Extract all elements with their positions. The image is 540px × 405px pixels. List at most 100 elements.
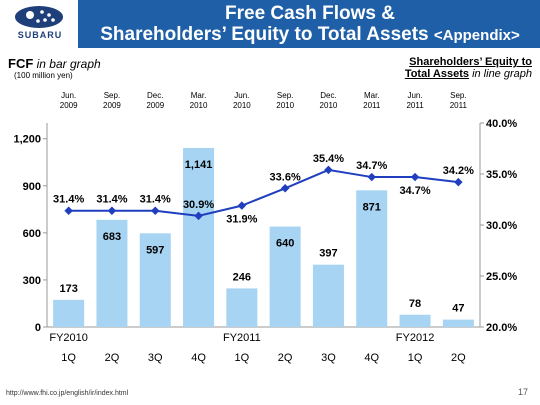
fcf-bar-label: 871 <box>363 201 381 213</box>
period-label-year: 2010 <box>233 101 251 110</box>
left-tick-label: 300 <box>23 275 41 287</box>
x-axis-labels: FY2010 FY2011 FY2012 1Q 2Q 3Q 4Q 1Q 2Q 3Q 4Q 1Q 2Q <box>49 332 466 364</box>
equity-ratio-point <box>280 184 290 193</box>
fcf-bar <box>399 314 431 327</box>
equity-ratio-line <box>68 168 459 217</box>
fcf-bar <box>269 226 301 327</box>
fcf-bar-label: 47 <box>452 303 464 315</box>
quarter-label: 2Q <box>105 352 120 364</box>
fcf-bar <box>356 190 388 327</box>
bar-labels: 173 683 597 1,141 246 640 397 871 78 47 <box>59 159 464 315</box>
right-tick-label: 40.0% <box>486 118 517 130</box>
fcf-title: FCF <box>8 56 34 71</box>
period-label-month: Dec. <box>147 91 163 100</box>
fcf-bar <box>53 299 85 327</box>
fcf-bar <box>312 264 344 327</box>
fcf-bar-label: 173 <box>59 283 77 295</box>
logo-text: SUBARU <box>17 30 63 40</box>
equity-ratio-label: 31.4% <box>140 194 171 206</box>
equity-ratio-label: 31.4% <box>96 194 127 206</box>
period-label-month: Mar. <box>191 91 207 100</box>
equity-ratio-point <box>324 165 333 175</box>
period-label-month: Sep. <box>277 91 293 100</box>
equity-ratio-point <box>194 211 203 221</box>
fcf-bar <box>442 319 474 327</box>
left-tick-label: 0 <box>35 322 41 334</box>
right-tick-label: 20.0% <box>486 322 517 334</box>
fcf-bar-label: 597 <box>146 244 164 256</box>
equity-ratio-label: 31.4% <box>53 194 84 206</box>
equity-ratio-point <box>367 172 376 182</box>
page-title-main: Shareholders’ Equity to Total Assets <box>100 24 429 45</box>
fcf-bar-label: 683 <box>103 231 121 243</box>
page-number: 17 <box>517 387 528 397</box>
equity-ratio-point <box>237 201 247 210</box>
quarter-label: 4Q <box>191 352 206 364</box>
right-tick-label: 30.0% <box>486 220 517 232</box>
quarter-label: 2Q <box>451 352 466 364</box>
equity-ratio-suffix: in line graph <box>472 68 532 80</box>
header-bar: SUBARU Free Cash Flows & Shareholders’ E… <box>0 0 540 48</box>
equity-line <box>64 165 463 221</box>
equity-ratio-point <box>107 206 117 215</box>
equity-ratio-point <box>454 177 463 187</box>
fcf-bar-label: 1,141 <box>185 159 213 171</box>
subaru-stars-icon <box>15 6 63 28</box>
fiscal-year-label: FY2011 <box>223 332 261 344</box>
period-label-month: Jun. <box>407 91 422 100</box>
right-tick-label: 25.0% <box>486 271 517 283</box>
fcf-bar <box>139 233 171 327</box>
unit-label: (100 million yen) <box>14 71 73 80</box>
equity-ratio-label: 34.7% <box>356 160 387 172</box>
equity-ratio-label: Shareholders’ Equity to Total Assets in … <box>405 56 532 80</box>
quarter-label: 3Q <box>321 352 336 364</box>
fcf-bar <box>96 219 128 327</box>
left-tick-label: 1,200 <box>13 134 41 146</box>
equity-ratio-point <box>410 172 420 182</box>
period-label-year: 2009 <box>103 101 121 110</box>
period-label-year: 2010 <box>320 101 338 110</box>
fcf-bar-label: 397 <box>319 248 337 260</box>
equity-ratio-label: 35.4% <box>313 153 344 165</box>
equity-ratio-label: 34.7% <box>399 185 430 197</box>
equity-ratio-label: 31.9% <box>226 214 257 226</box>
equity-ratio-label: 33.6% <box>270 171 301 183</box>
equity-ratio-point <box>64 206 73 215</box>
fcf-suffix: in bar graph <box>36 57 101 71</box>
period-label-year: 2011 <box>450 101 468 110</box>
period-label-month: Jun. <box>61 91 76 100</box>
period-label-month: Dec. <box>320 91 336 100</box>
equity-ratio-line1: Shareholders’ Equity to <box>409 56 532 68</box>
left-tick-label: 900 <box>23 181 41 193</box>
page-title-tag: <Appendix> <box>433 27 520 44</box>
fiscal-year-label: FY2010 <box>49 332 88 344</box>
logo: SUBARU <box>0 0 78 48</box>
page-title-line2: Shareholders’ Equity to Total Assets <Ap… <box>80 24 540 46</box>
period-label-month: Mar. <box>364 91 380 100</box>
bars <box>53 147 474 327</box>
period-label-year: 2010 <box>276 101 294 110</box>
quarter-label: 1Q <box>61 352 76 364</box>
equity-ratio-label: 34.2% <box>443 165 474 177</box>
fcf-bar <box>226 288 258 327</box>
right-tick-label: 35.0% <box>486 169 517 181</box>
quarter-label: 3Q <box>148 352 163 364</box>
axes: 0 300 600 900 1,200 20.0% 25.0% 30.0% 35.0% 40.0% <box>13 118 517 334</box>
period-label-month: Jun. <box>234 91 249 100</box>
period-label-year: 2010 <box>190 101 208 110</box>
period-label-year: 2009 <box>146 101 164 110</box>
period-label-month: Sep. <box>104 91 120 100</box>
period-labels: Jun.2009Sep.2009Dec.2009Mar.2010Jun.2010… <box>60 91 468 110</box>
period-label-month: Sep. <box>450 91 466 100</box>
quarter-label: 1Q <box>235 352 250 364</box>
line-labels: 31.4% 31.4% 31.4% 30.9% 31.9% 33.6% 35.4% 34.7%… <box>53 153 474 226</box>
equity-ratio-label: 30.9% <box>183 199 214 211</box>
fcf-bar-label: 246 <box>233 271 251 283</box>
quarter-label: 1Q <box>408 352 423 364</box>
quarter-label: 2Q <box>278 352 293 364</box>
fcf-label: FCF in bar graph <box>8 56 101 71</box>
fiscal-year-label: FY2012 <box>396 332 435 344</box>
period-label-year: 2011 <box>406 101 424 110</box>
equity-ratio-line2: Total Assets <box>404 68 469 80</box>
footer-url[interactable]: http://www.fhi.co.jp/english/ir/index.ht… <box>6 390 129 397</box>
